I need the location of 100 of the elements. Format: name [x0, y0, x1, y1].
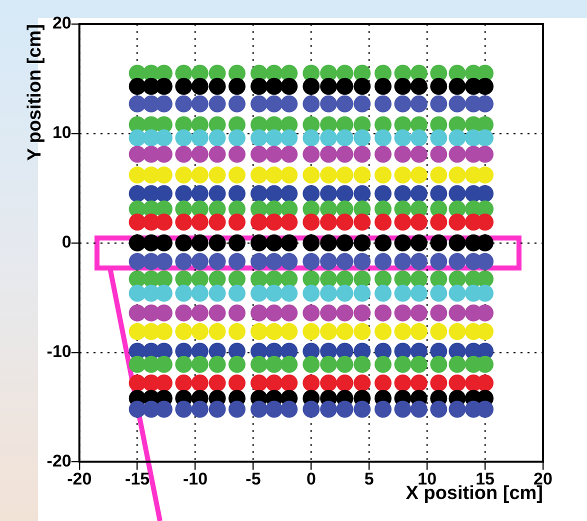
point: [208, 356, 226, 373]
point: [320, 95, 338, 112]
point: [374, 146, 392, 163]
point: [208, 253, 226, 270]
point: [128, 323, 146, 340]
point: [448, 78, 466, 95]
point: [320, 284, 338, 302]
point: [128, 234, 146, 252]
point: [302, 146, 320, 163]
point: [354, 253, 371, 270]
y-tick-label: -20: [46, 451, 72, 470]
point: [250, 185, 268, 202]
point: [128, 78, 146, 95]
point: [430, 284, 448, 302]
point: [320, 234, 338, 252]
point: [280, 95, 298, 112]
point: [191, 214, 208, 231]
point: [336, 356, 354, 373]
point: [430, 166, 448, 184]
point: [394, 374, 412, 392]
point: [208, 400, 226, 418]
point: [430, 129, 448, 146]
point: [394, 323, 412, 340]
point: [175, 129, 192, 146]
x-tick-label: 0: [306, 470, 316, 489]
point: [448, 214, 466, 231]
point: [175, 185, 192, 202]
point: [374, 400, 392, 418]
point: [228, 400, 246, 418]
point: [302, 234, 320, 252]
x-tick-label: -10: [182, 470, 208, 489]
point: [175, 214, 192, 231]
point: [208, 323, 226, 340]
point: [374, 234, 392, 252]
point: [394, 270, 412, 288]
y-tick-label: 10: [52, 123, 72, 142]
point: [191, 304, 208, 322]
point: [280, 323, 298, 340]
point: [191, 185, 208, 202]
point: [448, 270, 466, 288]
point: [208, 129, 226, 146]
point: [280, 400, 298, 418]
point: [280, 166, 298, 184]
point: [266, 356, 283, 373]
point: [394, 284, 412, 302]
point: [175, 146, 192, 163]
point: [374, 323, 392, 340]
point: [410, 374, 428, 392]
x-tick-label: -5: [246, 470, 261, 489]
point: [336, 78, 354, 95]
point: [430, 253, 448, 270]
point: [250, 234, 268, 252]
point: [191, 323, 208, 340]
point: [410, 129, 428, 146]
point: [354, 78, 371, 95]
point: [320, 78, 338, 95]
point: [394, 234, 412, 252]
point: [191, 270, 208, 288]
point: [394, 253, 412, 270]
point: [336, 185, 354, 202]
point: [228, 214, 246, 231]
point: [410, 234, 428, 252]
point: [354, 129, 371, 146]
y-tick-label: 0: [62, 232, 72, 252]
point: [448, 253, 466, 270]
point: [280, 253, 298, 270]
point: [336, 129, 354, 146]
point: [250, 323, 268, 340]
point: [410, 323, 428, 340]
point: [175, 95, 192, 112]
point: [354, 234, 371, 252]
point: [430, 234, 448, 252]
point: [410, 185, 428, 202]
point: [228, 234, 246, 252]
point: [302, 284, 320, 302]
point: [175, 356, 192, 373]
point: [266, 129, 283, 146]
point: [280, 185, 298, 202]
point: [228, 304, 246, 322]
point: [336, 270, 354, 288]
point: [128, 356, 146, 373]
point: [302, 270, 320, 288]
point: [250, 166, 268, 184]
point: [128, 129, 146, 146]
x-tick-label: -20: [67, 470, 92, 489]
point: [280, 284, 298, 302]
point: [266, 166, 283, 184]
point: [320, 214, 338, 231]
point: [430, 400, 448, 418]
point: [175, 166, 192, 184]
point: [394, 95, 412, 112]
y-tick-label: 20: [52, 14, 72, 33]
point: [320, 323, 338, 340]
point: [374, 304, 392, 322]
point: [448, 284, 466, 302]
point: [448, 129, 466, 146]
point: [410, 146, 428, 163]
point: [208, 284, 226, 302]
point: [336, 400, 354, 418]
point: [280, 304, 298, 322]
